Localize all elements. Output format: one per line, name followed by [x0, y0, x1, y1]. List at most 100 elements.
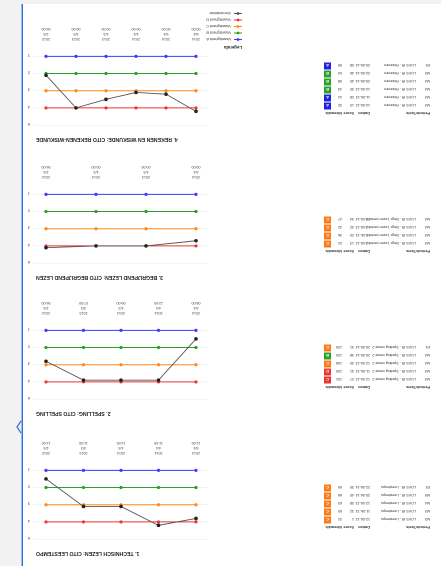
- table-header: Score: [343, 111, 354, 115]
- cell-niveau: 125: [336, 345, 342, 349]
- cell-datum: 12-06-12: [356, 241, 370, 245]
- band-point: [44, 345, 48, 350]
- cell-periode: E4: [426, 345, 430, 349]
- x-tick-label: 4/4: [134, 32, 139, 36]
- band-point: [194, 244, 198, 248]
- band-point: [164, 89, 168, 93]
- band-point: [74, 71, 78, 76]
- cell-score: 30: [350, 361, 354, 365]
- band-point: [156, 485, 161, 490]
- cell-score: 38: [350, 501, 354, 505]
- cell-periode: M5: [425, 71, 430, 75]
- series-point: [94, 244, 98, 248]
- level-badge-label: A: [326, 63, 329, 68]
- cell-datum: 12-06-13: [356, 225, 370, 229]
- cell-niveau: 54: [338, 71, 342, 75]
- cell-toets: LOVS IR - Rekenen: [384, 87, 416, 91]
- x-tick-label: 09:00: [192, 165, 201, 169]
- cell-periode: M3: [425, 103, 430, 107]
- x-tick-label: 5/4: [194, 306, 199, 310]
- legend-marker: [236, 18, 240, 22]
- cell-datum: 25-06-14: [356, 353, 370, 357]
- series-line: [45, 240, 197, 249]
- level-badge: [324, 360, 331, 368]
- cell-score: 39: [350, 485, 354, 489]
- y-tick-label: 4: [27, 105, 30, 110]
- y-tick-label: 3: [27, 88, 30, 93]
- x-tick-label: 2013: [80, 311, 88, 315]
- x-tick-label: 5/4: [164, 32, 169, 36]
- cell-score: 31: [350, 345, 354, 349]
- series-point: [119, 504, 123, 509]
- cell-niveau: 42: [338, 225, 342, 229]
- legend-marker: [236, 12, 240, 15]
- band-point: [134, 71, 138, 76]
- cell-datum: 12-06-13: [356, 87, 370, 91]
- legend-marker: [236, 31, 240, 35]
- band-point: [81, 468, 86, 472]
- cell-datum: 12-06-12: [356, 103, 370, 107]
- x-tick-label: 2014: [155, 311, 163, 315]
- band-point: [156, 363, 161, 367]
- cell-periode: M3: [425, 517, 430, 521]
- band-point: [44, 468, 48, 472]
- band-point: [44, 520, 48, 524]
- cell-niveau: 66: [338, 493, 342, 497]
- page-resize-handle[interactable]: [16, 420, 22, 434]
- table-header: Nr.: [325, 525, 330, 529]
- level-badge-label: C: [326, 345, 329, 350]
- cell-score: 20: [350, 233, 354, 237]
- cell-niveau: 60: [338, 509, 342, 513]
- cell-periode: M4: [425, 501, 430, 505]
- cell-niveau: 31: [338, 517, 342, 521]
- x-tick-label: 2/3: [44, 32, 49, 36]
- level-badge: [324, 352, 331, 360]
- cell-toets: LOVS IR - Spelling versie 2: [372, 377, 416, 381]
- cell-toets: LOVS IR - Rekenen: [384, 71, 416, 75]
- cell-niveau: 55: [338, 63, 342, 67]
- level-badge-label: A: [326, 103, 329, 108]
- legend-label: Vaardigheid B: [206, 31, 231, 36]
- level-badge: [324, 102, 331, 110]
- cell-toets: LOVS IR - Leestempo: [381, 485, 416, 489]
- x-tick-label: 4/3: [119, 446, 124, 450]
- cell-toets: LOVS IR - Spelling versie 2: [372, 361, 416, 365]
- x-tick-label: 2013: [142, 175, 150, 179]
- band-point: [44, 54, 48, 58]
- x-tick-label: 08:00: [192, 301, 201, 305]
- band-point: [44, 106, 48, 110]
- band-point: [134, 54, 138, 58]
- level-badge: [324, 344, 331, 352]
- cell-niveau: 108: [336, 361, 342, 365]
- x-tick-label: 4/3: [94, 170, 99, 174]
- x-tick-label: 4/3: [119, 306, 124, 310]
- cell-toets: LOVS IR - Rekenen: [384, 103, 416, 107]
- cell-datum: 11-06-13: [356, 369, 370, 373]
- table-header: Datum: [358, 385, 370, 389]
- table-header: Niveau: [329, 249, 342, 253]
- cell-toets: LOVS IR - Spelling versie 2: [372, 353, 416, 357]
- level-badge-label: D: [326, 369, 329, 374]
- series-point: [156, 378, 161, 382]
- band-point: [44, 503, 48, 507]
- table-header: Niveau: [329, 111, 342, 115]
- cell-datum: 25-06-14: [356, 493, 370, 497]
- cell-score: 19: [350, 103, 354, 107]
- level-badge: [324, 94, 331, 102]
- x-tick-label: 00:00: [132, 27, 141, 31]
- band-point: [164, 71, 168, 76]
- cell-niveau: 120: [336, 353, 342, 357]
- y-tick-label: 3: [27, 226, 30, 231]
- cell-periode: M5: [425, 493, 430, 497]
- cell-periode: M3: [425, 233, 430, 237]
- x-tick-label: 11:00: [117, 441, 126, 445]
- x-tick-label: 2014: [192, 175, 200, 179]
- level-badge-label: C: [326, 485, 329, 490]
- cell-score: 13: [350, 241, 354, 245]
- legend-marker: [236, 38, 240, 41]
- x-tick-label: 06:00: [42, 165, 51, 169]
- x-tick-label: 4/4: [156, 306, 161, 310]
- y-tick-label: 4: [27, 519, 30, 524]
- cell-datum: 12-06-12: [356, 377, 370, 381]
- band-point: [164, 106, 168, 110]
